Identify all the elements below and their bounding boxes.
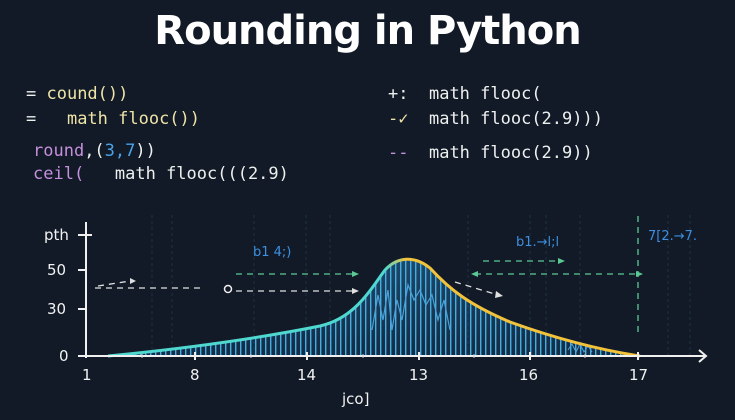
white-dashed-arrows (95, 280, 499, 296)
code-prefix: = (26, 109, 57, 129)
code-line-1: = cound()) (26, 86, 128, 103)
code-line-3: round,(3,7)) (33, 143, 156, 160)
code-text: math flooc(2.9))) (428, 109, 603, 129)
code-line-2: = math flooc()) (26, 111, 200, 128)
code-text: math flooc(2.9)) (428, 143, 593, 163)
code-text: cound()) (46, 84, 129, 104)
x-axis-title: jco] (342, 390, 370, 408)
code-args: 3,7 (104, 141, 136, 161)
y-tick-0: 0 (59, 347, 69, 365)
x-tick-8: 8 (190, 366, 200, 384)
code-close: )) (135, 141, 156, 161)
x-tick-13: 13 (409, 366, 429, 384)
distribution-curve (107, 257, 641, 358)
code-right-line-2: -✓ math flooc(2.9))) (388, 111, 603, 128)
annotation-2: b1.→l;l (516, 235, 560, 250)
y-axis (78, 222, 92, 358)
annotation-3: 7[2.→7. (648, 229, 698, 244)
code-prefix: = (26, 84, 47, 104)
plus-marker-icon: +: (388, 84, 409, 104)
code-right-line-3: -- math flooc(2.9)) (388, 145, 593, 162)
code-rest: math flooc(((2.9) (84, 164, 289, 184)
code-right-line-1: +: math flooc( (388, 86, 542, 103)
code-sep: ,( (84, 141, 105, 161)
y-axis-title: pth (44, 226, 69, 244)
x-axis (78, 349, 708, 363)
code-fn: round (33, 141, 85, 161)
code-fn: ceil( (33, 164, 85, 184)
start-point-icon (223, 284, 233, 294)
check-marker-icon: -✓ (388, 109, 409, 129)
y-tick-50: 50 (47, 261, 67, 279)
y-tick-30: 30 (47, 300, 67, 318)
page-title: Rounding in Python (154, 8, 581, 54)
annotation-1: b1 4;) (253, 245, 292, 260)
code-text: math flooc( (428, 84, 542, 104)
x-tick-17: 17 (629, 366, 649, 384)
dash-marker-icon: -- (388, 143, 409, 163)
x-tick-14: 14 (297, 366, 317, 384)
code-text: math flooc()) (56, 109, 201, 129)
x-tick-1: 1 (82, 366, 92, 384)
x-tick-16: 16 (519, 366, 539, 384)
code-line-4: ceil( math flooc(((2.9) (33, 166, 289, 183)
